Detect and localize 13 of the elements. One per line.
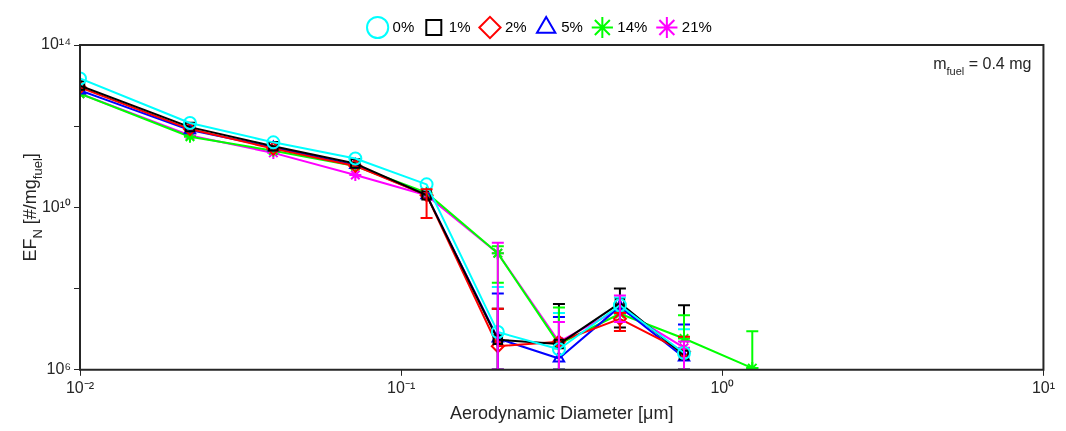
x-axis-title: Aerodynamic Diameter [μm]: [450, 403, 674, 423]
legend-label: 5%: [561, 17, 583, 35]
x-tick-label: 10⁻¹: [387, 378, 416, 396]
x-tick-label: 10⁻²: [65, 378, 95, 396]
legend-label: 14%: [617, 17, 648, 35]
legend-label: 1%: [448, 17, 471, 35]
y-tick-label: 10¹⁴: [41, 35, 72, 53]
x-tick-label: 10¹: [1031, 378, 1055, 396]
y-tick-label: 10⁶: [46, 360, 71, 378]
legend-label: 2%: [504, 17, 527, 35]
x-tick-label: 10⁰: [710, 378, 735, 396]
legend-label: 21%: [681, 17, 712, 35]
legend-label: 0%: [392, 17, 415, 35]
